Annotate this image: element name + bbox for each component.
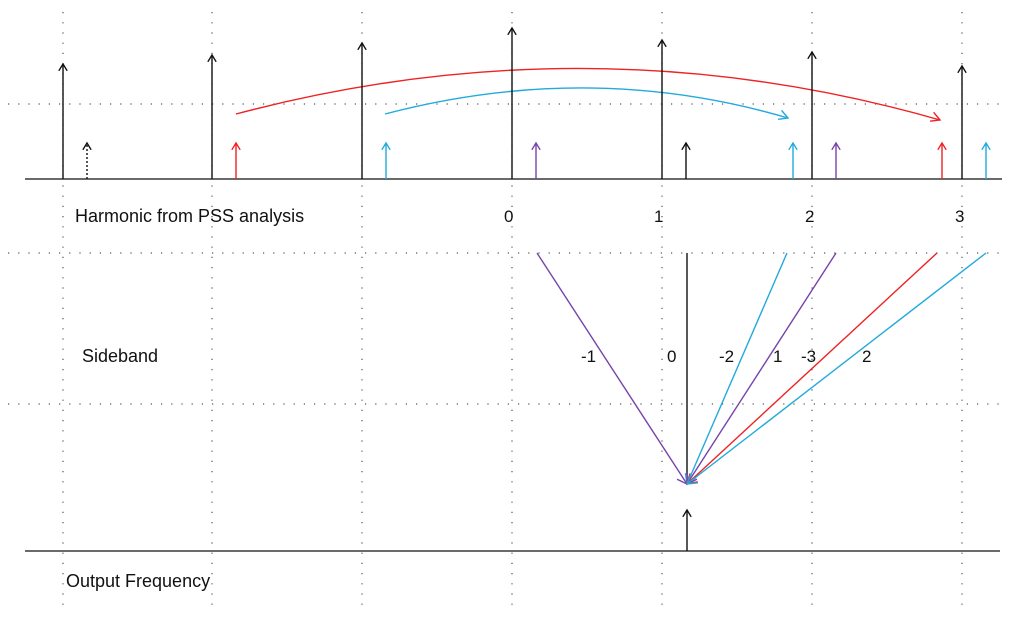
sideband-spike-s-cyan-b (788, 141, 798, 179)
fold-cyan-3 (685, 252, 987, 485)
harmonic-row-label: Harmonic from PSS analysis (75, 206, 304, 226)
sideband-spike-s-black-b (681, 141, 691, 179)
sideband-number-2: 2 (862, 347, 871, 366)
spectrum-spikes (58, 26, 991, 551)
sideband-spike-s-cyan-a (381, 141, 391, 179)
harmonic-spike-h-neg1 (357, 41, 367, 179)
output-spike (682, 508, 692, 551)
harmonic-spike-h1 (657, 38, 667, 179)
harmonic-number-1: 1 (654, 207, 663, 226)
sideband-number-0: 0 (667, 347, 676, 366)
harmonic-spike-h-neg3 (58, 62, 68, 179)
sideband-number-1: 1 (773, 347, 782, 366)
sideband-number-neg1: -1 (581, 347, 596, 366)
harmonic-number-0: 0 (504, 207, 513, 226)
harmonic-spike-h3 (957, 64, 967, 179)
sideband-number-neg2: -2 (719, 347, 734, 366)
sideband-spike-s-purple-b (831, 141, 841, 179)
sideband-spike-s-red-b (937, 141, 947, 179)
sideband-spike-s-black-a (82, 141, 92, 179)
fold-cyan-2 (684, 252, 788, 486)
harmonic-spike-h0 (507, 26, 517, 179)
sideband-spike-s-purple-a (531, 141, 541, 179)
dotted-grid (8, 12, 1000, 612)
output-row-label: Output Frequency (66, 571, 210, 591)
fold-lines (536, 252, 987, 486)
harmonic-spike-h-neg2 (207, 53, 217, 179)
sideband-spike-s-cyan-c (981, 141, 991, 179)
transfer-curves (235, 67, 942, 122)
sideband-number-neg3: -3 (801, 347, 816, 366)
curve-cyan (384, 87, 790, 121)
harmonic-number-3: 3 (955, 207, 964, 226)
fold-purple-1 (536, 252, 688, 486)
curve-red (235, 67, 942, 122)
harmonic-spike-h2 (807, 50, 817, 179)
fold-purple-2 (686, 252, 837, 486)
axes (25, 178, 1002, 552)
sideband-spike-s-red-a (231, 141, 241, 179)
harmonic-number-2: 2 (805, 207, 814, 226)
sideband-row-label: Sideband (82, 346, 158, 366)
